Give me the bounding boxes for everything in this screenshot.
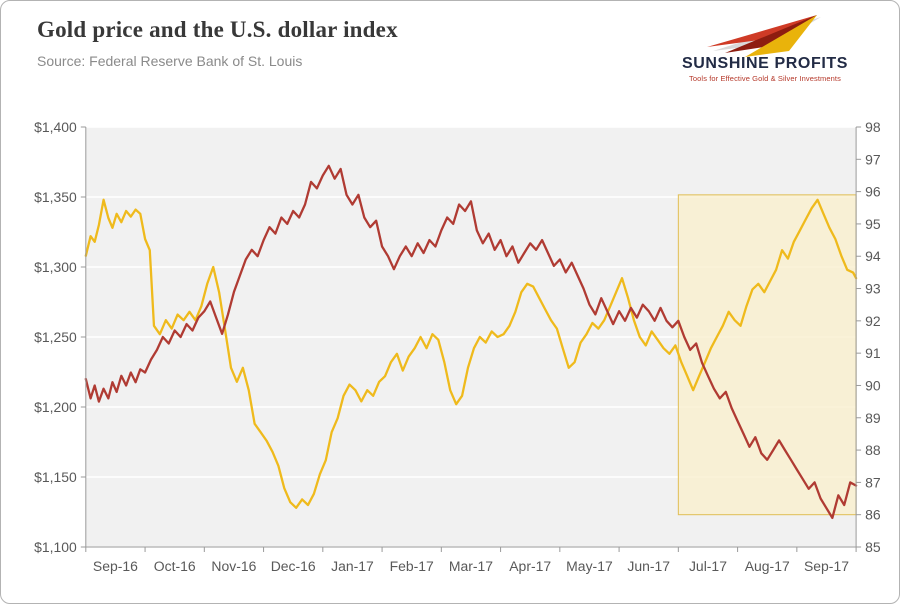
highlight-region — [677, 194, 857, 516]
x-axis-tick-label: Dec-16 — [271, 558, 316, 574]
x-axis-tick-label: Feb-17 — [390, 558, 434, 574]
gold-price-line — [84, 198, 858, 509]
x-axis-tick-label: Oct-16 — [154, 558, 196, 574]
x-axis-tick-label: Jan-17 — [331, 558, 374, 574]
x-axis-tick-label: Apr-17 — [509, 558, 551, 574]
right-axis-tick-label: 98 — [865, 119, 881, 135]
left-axis-tick-label: $1,250 — [34, 329, 77, 345]
chart-header: Gold price and the U.S. dollar index Sou… — [1, 1, 899, 109]
logo-arrows-icon — [707, 15, 821, 57]
right-axis-tick-label: 95 — [865, 216, 881, 232]
right-axis-tick-label: 87 — [865, 474, 881, 490]
source-caption: Source: Federal Reserve Bank of St. Loui… — [37, 53, 303, 69]
logo-tagline: Tools for Effective Gold & Silver Invest… — [689, 74, 841, 83]
x-axis-tick-label: Aug-17 — [745, 558, 790, 574]
right-axis-tick-label: 91 — [865, 345, 881, 361]
left-axis-tick-label: $1,350 — [34, 189, 77, 205]
right-axis-tick-label: 96 — [865, 184, 881, 200]
right-axis-tick-label: 97 — [865, 151, 881, 167]
x-axis-tick-label: Mar-17 — [449, 558, 493, 574]
x-axis-tick-label: May-17 — [566, 558, 613, 574]
right-axis-tick-label: 85 — [865, 539, 881, 555]
right-axis-tick-label: 92 — [865, 313, 881, 329]
x-axis-tick-label: Jun-17 — [627, 558, 670, 574]
left-axis-tick-label: $1,200 — [34, 399, 77, 415]
line-chart: $1,100 $1,150 $1,200 $1,250 $1,300 $1,350 $1,4… — [34, 119, 881, 574]
right-axis-tick-label: 86 — [865, 507, 881, 523]
right-axis-tick-label: 94 — [865, 248, 881, 264]
right-axis-tick-label: 90 — [865, 377, 881, 393]
x-axis-tick-label: Sep-16 — [93, 558, 138, 574]
title-block: Gold price and the U.S. dollar index Sou… — [37, 17, 398, 69]
left-axis-tick-label: $1,300 — [34, 259, 77, 275]
right-axis-tick-label: 89 — [865, 410, 881, 426]
right-axis-tick-label: 88 — [865, 442, 881, 458]
left-axis-tick-label: $1,150 — [34, 469, 77, 485]
x-axis-tick-label: Nov-16 — [211, 558, 256, 574]
usd-index-line — [84, 164, 858, 520]
right-axis-tick-label: 93 — [865, 281, 881, 297]
sunshine-profits-logo: SUNSHINE PROFITS Tools for Effective Gol… — [665, 15, 865, 83]
x-axis-tick-label: Sep-17 — [804, 558, 849, 574]
page-title: Gold price and the U.S. dollar index — [37, 17, 398, 42]
x-axis-tick-label: Jul-17 — [689, 558, 727, 574]
left-axis-tick-label: $1,100 — [34, 539, 77, 555]
logo-name: SUNSHINE PROFITS — [681, 55, 849, 72]
left-axis-tick-label: $1,400 — [34, 119, 77, 135]
